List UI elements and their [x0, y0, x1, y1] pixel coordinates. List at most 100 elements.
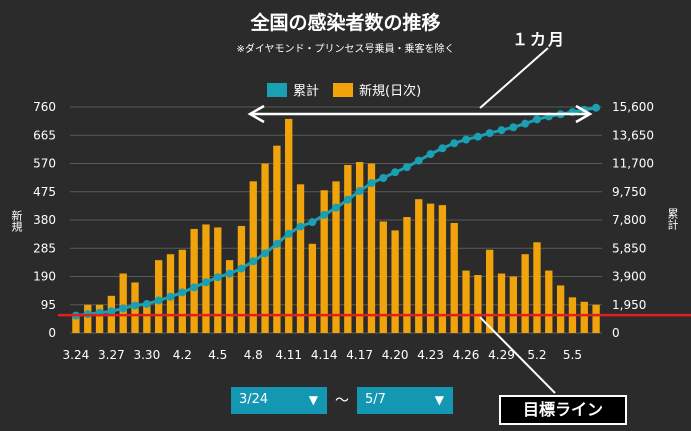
y-axis-left-label: 新規 [10, 210, 23, 232]
y-right-tick-label: 11,700 [612, 157, 654, 171]
line-point [249, 257, 258, 266]
line-point [462, 135, 471, 144]
y-right-tick-label: 5,850 [612, 241, 646, 255]
bar [509, 276, 517, 333]
line-point [308, 218, 317, 227]
line-point [343, 195, 352, 204]
legend-swatch-new [333, 82, 354, 97]
line-point [367, 179, 376, 188]
x-tick-label: 4.5 [208, 348, 227, 362]
bar [367, 163, 376, 333]
bar [320, 190, 328, 333]
bar [486, 249, 494, 333]
bar [497, 273, 506, 333]
line-point [190, 283, 199, 292]
legend-swatch-cumulative [267, 82, 287, 97]
x-tick-label: 3.30 [133, 348, 160, 362]
bar [95, 304, 104, 333]
bar [84, 304, 92, 333]
y-right-tick-label: 3,900 [612, 270, 646, 284]
line-point [107, 307, 116, 316]
line-point [532, 115, 541, 124]
line-point [426, 150, 435, 159]
x-tick-label: 4.26 [453, 348, 480, 362]
bar [237, 225, 246, 333]
line-point [166, 292, 175, 301]
x-tick-label: 4.23 [417, 348, 444, 362]
x-tick-label: 5.5 [563, 348, 582, 362]
x-tick-label: 4.14 [311, 348, 338, 362]
bar [119, 273, 127, 333]
bar [190, 228, 198, 333]
chart-title: 全国の感染者数の推移 [250, 12, 441, 34]
bar [545, 270, 553, 333]
bar [450, 222, 458, 333]
date-from-select[interactable]: 3/24 ▼ [231, 387, 327, 414]
bar [438, 205, 447, 333]
legend-item-new[interactable]: 新規(日次) [333, 80, 421, 99]
month-pointer [479, 47, 549, 109]
y-right-tick-label: 15,600 [612, 100, 654, 114]
y-right-tick-label: 13,650 [612, 128, 654, 142]
line-point [402, 163, 411, 172]
line-point [379, 173, 388, 182]
bar [462, 270, 470, 333]
y-left-tick-label: 380 [33, 213, 56, 227]
legend-label-cumulative: 累計 [293, 84, 320, 99]
bar [391, 230, 399, 333]
line-point [201, 278, 210, 287]
line-point [237, 264, 246, 273]
bar [415, 199, 423, 333]
bar [426, 203, 435, 333]
target-pointer [479, 316, 556, 394]
x-tick-label: 5.2 [527, 348, 546, 362]
y-right-tick-label: 1,950 [612, 298, 646, 312]
bar [474, 275, 482, 333]
chevron-down-icon: ▼ [434, 393, 444, 407]
line-point [592, 103, 601, 112]
line-point [119, 304, 128, 313]
legend-label-new: 新規(日次) [359, 84, 422, 99]
legend-item-cumulative[interactable]: 累計 [267, 80, 319, 99]
one-month-annotation: １カ月 [512, 30, 567, 49]
x-tick-label: 4.20 [382, 348, 409, 362]
y-left-tick-label: 760 [33, 100, 56, 114]
y-left-tick-label: 475 [33, 185, 56, 199]
x-tick-label: 4.8 [244, 348, 263, 362]
line-point [473, 132, 482, 141]
date-from-value: 3/24 [239, 392, 269, 407]
bar [249, 181, 257, 333]
line-point [272, 239, 281, 248]
date-to-select[interactable]: 5/7 ▼ [357, 387, 453, 414]
bar [273, 145, 281, 333]
bar [580, 301, 588, 333]
y-left-tick-label: 190 [33, 270, 56, 284]
line-point [332, 203, 340, 212]
line-point [521, 119, 530, 128]
bar [355, 162, 364, 333]
date-to-value: 5/7 [365, 392, 386, 407]
y-axis-right-label: 累計 [666, 208, 679, 230]
line-point [154, 296, 163, 305]
line-point [391, 168, 400, 177]
y-left-tick-label: 570 [33, 157, 56, 171]
bar [285, 118, 293, 333]
line-point [414, 156, 423, 165]
bar [556, 285, 565, 333]
bar [296, 184, 305, 333]
y-left-tick-label: 95 [41, 298, 56, 312]
line-point [261, 249, 270, 258]
bar [403, 217, 411, 333]
target-line-label: 目標ライン [499, 395, 627, 425]
x-tick-label: 3.27 [98, 348, 125, 362]
line-point [296, 222, 305, 231]
line-point [284, 229, 293, 238]
line-point [142, 300, 151, 309]
bar [344, 164, 352, 333]
line-point [509, 123, 518, 132]
chevron-down-icon: ▼ [308, 393, 318, 407]
x-tick-label: 4.2 [173, 348, 192, 362]
bar [261, 163, 269, 333]
line-point [225, 269, 234, 278]
